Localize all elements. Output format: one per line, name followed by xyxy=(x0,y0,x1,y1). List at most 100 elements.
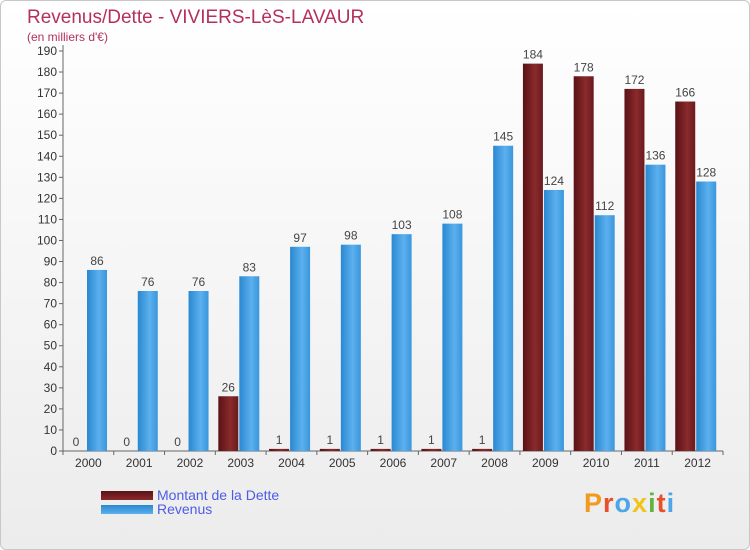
data-label: 128 xyxy=(696,166,716,180)
logo-letter: x xyxy=(632,488,649,518)
debt-bar xyxy=(624,88,645,451)
data-label: 166 xyxy=(675,86,695,100)
revenus-bar xyxy=(645,164,666,451)
data-label: 124 xyxy=(544,174,564,188)
debt-bar xyxy=(370,448,391,451)
revenus-bar xyxy=(188,291,209,451)
data-label: 178 xyxy=(574,60,594,74)
debt-bar xyxy=(573,76,594,452)
data-label: 103 xyxy=(392,218,412,232)
x-tick-label: 2001 xyxy=(126,456,153,470)
y-tick-label: 150 xyxy=(37,128,57,142)
data-label: 108 xyxy=(442,208,462,222)
revenus-bar xyxy=(137,291,158,451)
data-label: 98 xyxy=(344,229,358,243)
data-label: 136 xyxy=(645,149,665,163)
y-tick-label: 50 xyxy=(44,339,58,353)
legend-swatch-dette xyxy=(101,490,153,500)
data-label: 1 xyxy=(428,433,435,447)
logo-letter: i xyxy=(648,488,657,518)
revenus-bar xyxy=(493,145,514,451)
x-tick-label: 2010 xyxy=(583,456,610,470)
legend-swatch-revenus xyxy=(101,504,153,514)
revenus-bar xyxy=(87,269,107,451)
logo-letter: r xyxy=(603,488,615,518)
debt-bar xyxy=(218,396,239,451)
logo-letter: t xyxy=(656,488,667,518)
y-tick-label: 100 xyxy=(37,233,57,247)
revenus-bar xyxy=(543,189,564,451)
chart-title: Revenus/Dette - VIVIERS-LèS-LAVAUR xyxy=(27,7,365,28)
legend-item-revenus: Revenus xyxy=(101,501,212,517)
y-tick-label: 60 xyxy=(44,318,58,332)
logo-letter: P xyxy=(584,488,604,518)
x-tick-label: 2006 xyxy=(380,456,407,470)
debt-bar xyxy=(472,448,493,451)
y-tick-label: 160 xyxy=(37,107,57,121)
x-tick-label: 2008 xyxy=(481,456,508,470)
y-tick-label: 140 xyxy=(37,149,57,163)
logo-letter: o xyxy=(614,488,633,518)
revenus-bar xyxy=(239,276,260,451)
y-tick-label: 130 xyxy=(37,170,57,184)
data-label: 1 xyxy=(276,433,283,447)
data-label: 83 xyxy=(243,260,257,274)
y-tick-label: 110 xyxy=(38,212,57,226)
revenus-bar xyxy=(696,181,717,452)
x-tick-label: 2011 xyxy=(634,456,660,470)
debt-bar xyxy=(421,448,442,451)
y-tick-label: 10 xyxy=(44,423,58,437)
y-tick-label: 170 xyxy=(37,86,57,100)
legend-label-revenus: Revenus xyxy=(157,501,213,517)
logo-letter: i xyxy=(666,488,676,518)
y-tick-label: 190 xyxy=(37,44,57,58)
data-label: 76 xyxy=(141,275,155,289)
x-tick-label: 2004 xyxy=(278,456,305,470)
x-tick-label: 2012 xyxy=(684,456,711,470)
data-label: 184 xyxy=(523,48,543,62)
data-label: 86 xyxy=(90,254,104,268)
legend-item-dette: Montant de la Dette xyxy=(101,487,279,503)
data-label: 0 xyxy=(73,435,80,449)
revenus-bar xyxy=(391,234,412,451)
data-label: 26 xyxy=(222,380,236,394)
y-tick-label: 20 xyxy=(44,402,58,416)
data-label: 1 xyxy=(479,433,486,447)
data-label: 97 xyxy=(293,231,307,245)
debt-bar xyxy=(522,63,543,451)
data-label: 76 xyxy=(192,275,206,289)
debt-bar xyxy=(319,448,340,451)
y-tick-label: 80 xyxy=(44,276,58,290)
debt-bar xyxy=(269,448,290,451)
data-label: 1 xyxy=(377,433,384,447)
y-tick-label: 0 xyxy=(50,444,57,458)
data-label: 0 xyxy=(123,435,130,449)
y-tick-label: 40 xyxy=(44,360,58,374)
data-label: 145 xyxy=(493,130,513,144)
y-tick-label: 90 xyxy=(44,255,58,269)
y-tick-label: 30 xyxy=(44,381,58,395)
x-tick-label: 2007 xyxy=(430,456,457,470)
proxiti-logo: Proxiti xyxy=(584,488,675,519)
debt-bar xyxy=(675,101,696,452)
data-label: 112 xyxy=(595,199,614,213)
y-tick-label: 70 xyxy=(44,297,58,311)
legend-label-dette: Montant de la Dette xyxy=(157,487,280,503)
revenus-bar xyxy=(594,215,615,451)
revenus-bar xyxy=(290,246,311,451)
x-tick-label: 2005 xyxy=(329,456,356,470)
data-label: 1 xyxy=(327,433,334,447)
y-tick-label: 120 xyxy=(37,191,57,205)
revenus-bar xyxy=(442,223,463,451)
x-tick-label: 2003 xyxy=(227,456,254,470)
x-tick-label: 2000 xyxy=(75,456,102,470)
data-label: 0 xyxy=(174,435,181,449)
x-tick-label: 2009 xyxy=(532,456,559,470)
x-tick-label: 2002 xyxy=(177,456,204,470)
y-tick-label: 180 xyxy=(37,65,57,79)
chart-subtitle: (en milliers d'€) xyxy=(27,30,108,44)
revenus-bar xyxy=(340,244,361,451)
data-label: 172 xyxy=(624,73,644,87)
